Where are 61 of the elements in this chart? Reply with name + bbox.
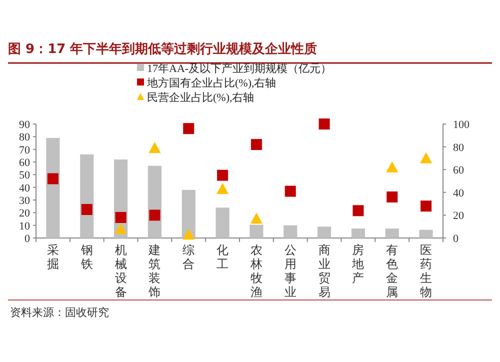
y2-tick-label: 0 (453, 233, 459, 245)
point (386, 161, 398, 172)
point (386, 191, 398, 202)
y2-tick-label: 80 (453, 142, 464, 154)
x-tick-label: 化工 (216, 243, 229, 271)
y2-tick-label: 100 (453, 119, 470, 131)
bar (46, 138, 60, 238)
x-tick-label: 商业贸易 (318, 243, 330, 299)
x-tick-label: 公用事业 (284, 243, 296, 299)
x-tick-label: 钢铁 (80, 243, 93, 271)
y-tick-label: 50 (19, 170, 30, 182)
point (182, 228, 195, 240)
y2-tick-label: 20 (453, 210, 464, 222)
point (217, 170, 228, 181)
x-tick-label: 有色金属 (386, 243, 398, 299)
y-tick-label: 70 (19, 144, 30, 156)
y-tick-label: 20 (19, 208, 30, 220)
y2-tick-label: 60 (453, 164, 464, 177)
y2-tick-label: 40 (453, 187, 464, 200)
y-tick-label: 40 (19, 182, 30, 194)
bar (216, 208, 230, 238)
point (420, 152, 432, 164)
legend-label: 民营企业占比(%),右轴 (147, 91, 254, 104)
x-tick-label: 建筑装饰 (148, 243, 161, 299)
y-tick-label: 0 (24, 233, 30, 245)
point (115, 212, 126, 223)
point (250, 212, 262, 224)
x-tick-label: 机械设备 (114, 243, 127, 299)
point (47, 173, 58, 184)
x-tick-label: 农林牧渔 (249, 243, 262, 299)
bar (385, 228, 399, 238)
x-tick-label: 综合 (182, 243, 195, 271)
y-tick-label: 10 (19, 220, 30, 232)
point (183, 123, 194, 134)
point (284, 186, 296, 197)
x-tick-label: 房地产 (351, 243, 364, 285)
point (420, 200, 432, 212)
chart-title: 图 9：17 年下半年到期低等过剩行业规模及企业性质 (8, 41, 318, 57)
y-tick-label: 30 (19, 195, 30, 207)
text: 资料来源：固收研究 (10, 306, 109, 319)
point (318, 118, 330, 130)
bar (351, 228, 365, 238)
point (352, 205, 364, 216)
x-tick-label: 采掘 (46, 243, 59, 271)
point (250, 139, 262, 150)
bar (318, 226, 332, 238)
y-tick-label: 80 (19, 132, 30, 144)
legend-label: 地方国有企业占比(%),右轴 (146, 76, 276, 90)
bar (182, 190, 196, 238)
bar (250, 224, 264, 238)
y-tick-label: 90 (19, 119, 30, 131)
y-tick-label: 60 (19, 157, 30, 169)
point (81, 204, 92, 215)
point (114, 222, 127, 234)
x-tick-label: 医药生物 (420, 243, 432, 299)
point (149, 210, 160, 221)
legend-label: 17年AA-及以下产业到期规模（亿元） (147, 62, 332, 75)
bar (419, 230, 433, 238)
bar (284, 225, 298, 238)
point (216, 182, 229, 194)
point (148, 142, 161, 153)
